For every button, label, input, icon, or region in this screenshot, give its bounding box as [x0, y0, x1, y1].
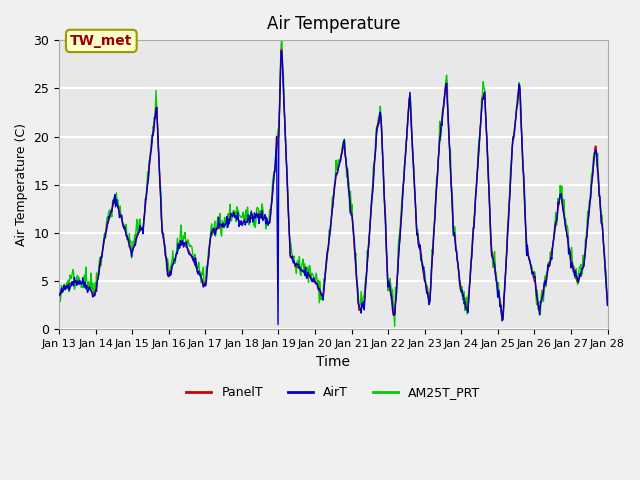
- X-axis label: Time: Time: [316, 355, 350, 369]
- Y-axis label: Air Temperature (C): Air Temperature (C): [15, 123, 28, 246]
- Legend: PanelT, AirT, AM25T_PRT: PanelT, AirT, AM25T_PRT: [182, 381, 485, 404]
- Text: TW_met: TW_met: [70, 34, 132, 48]
- Title: Air Temperature: Air Temperature: [267, 15, 400, 33]
